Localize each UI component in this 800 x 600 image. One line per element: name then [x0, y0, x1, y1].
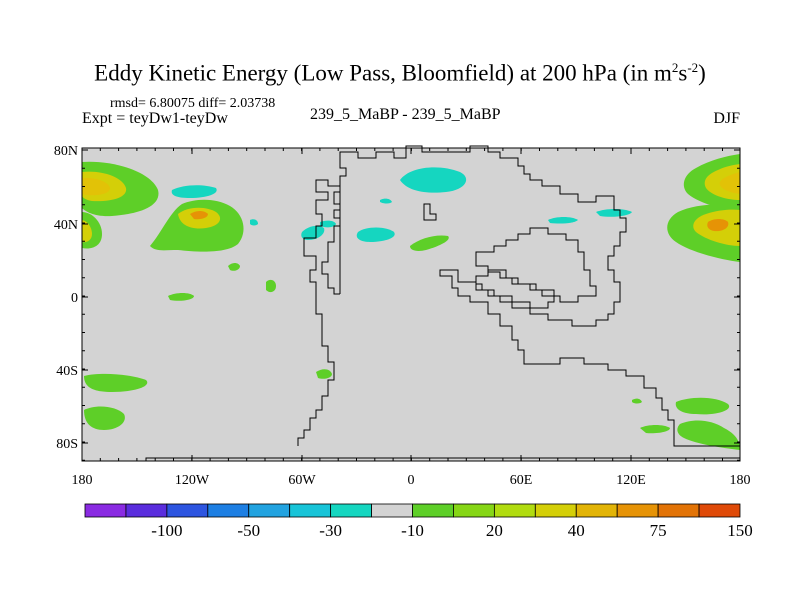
- lon-label: 0: [408, 473, 415, 488]
- colorbar-labels: -100 -50 -30 -10 20 40 75 150: [151, 521, 752, 540]
- map-background: [82, 148, 740, 461]
- contour-se-green-4: [632, 398, 642, 404]
- lon-label: 60E: [510, 473, 533, 488]
- lon-label: 180: [730, 473, 751, 488]
- coastline-basin-inner: [475, 269, 555, 309]
- contour-cyan-4: [301, 225, 325, 240]
- colorbar-swatch: [616, 503, 659, 518]
- contour-pacific-orange: [190, 211, 208, 220]
- colorbar-swatch: [371, 503, 413, 518]
- colorbar-swatch: [125, 503, 168, 518]
- colorbar-swatch: [493, 503, 536, 518]
- contour-se-green-2: [677, 420, 740, 450]
- lon-label: 180: [72, 473, 93, 488]
- contour-se-green-3: [640, 425, 670, 434]
- lon-label: 60W: [288, 473, 316, 488]
- contour-w-yellow: [82, 220, 92, 243]
- lat-label: 0: [71, 291, 78, 306]
- colorbar-swatch: [248, 503, 291, 518]
- contour-cyan-9: [250, 219, 258, 226]
- contour-cyan-8: [548, 217, 578, 224]
- contour-small-2: [266, 279, 276, 293]
- colorbar-swatch: [453, 503, 495, 518]
- experiment-label: Expt = teyDw1-teyDw: [82, 110, 228, 127]
- colorbar: [84, 503, 741, 518]
- colorbar-swatch: [207, 503, 250, 518]
- contour-sw-green-2: [84, 406, 125, 430]
- colorbar-label: 40: [568, 521, 585, 540]
- lat-label: 40S: [56, 364, 78, 379]
- colorbar-label: 75: [650, 521, 667, 540]
- longitude-labels: 180 120W 60W 0 60E 120E 180: [72, 473, 751, 488]
- contour-small-1: [228, 263, 240, 271]
- colorbar-swatch: [330, 503, 372, 518]
- negative-anomaly-areas: [171, 167, 632, 242]
- colorbar-swatch: [166, 503, 209, 518]
- contour-se-green-1: [675, 397, 730, 415]
- contour-cyan-6: [380, 198, 392, 204]
- colorbar-label: 20: [486, 521, 503, 540]
- colorbar-label: 150: [727, 521, 753, 540]
- contour-cyan-1: [171, 185, 217, 198]
- lat-label: 80N: [54, 144, 78, 159]
- case-label: 239_5_MaBP - 239_5_MaBP: [310, 106, 501, 123]
- contour-sw-green-3: [316, 369, 332, 379]
- colorbar-label: -10: [401, 521, 424, 540]
- contour-atl-green: [410, 235, 449, 251]
- coastline-island: [423, 203, 437, 221]
- positive-anomaly-areas: [82, 154, 740, 450]
- contour-small-3: [168, 293, 194, 301]
- contour-cyan-5: [320, 220, 336, 228]
- colorbar-label: -30: [319, 521, 342, 540]
- colorbar-swatch: [534, 503, 577, 518]
- season-label: DJF: [713, 110, 740, 127]
- contour-cyan-3: [356, 227, 395, 242]
- colorbar-swatch: [84, 503, 127, 518]
- coastline-south-strip: [145, 457, 740, 461]
- lon-label: 120W: [175, 473, 210, 488]
- field-contours: [82, 154, 740, 450]
- lat-label: 40N: [54, 218, 78, 233]
- colorbar-swatch: [575, 503, 618, 518]
- contour-cyan-7: [596, 209, 632, 217]
- latitude-labels: 80N 40N 0 40S 80S: [54, 144, 78, 452]
- contour-e-orange: [707, 219, 729, 232]
- colorbar-swatch: [289, 503, 332, 518]
- lat-label: 80S: [56, 437, 78, 452]
- lon-label: 120E: [616, 473, 646, 488]
- contour-ne-core: [719, 172, 740, 194]
- colorbar-label: -100: [151, 521, 182, 540]
- stats-label: rmsd= 6.80075 diff= 2.03738: [110, 96, 276, 111]
- colorbar-swatch: [412, 503, 454, 518]
- contour-cyan-2: [400, 167, 467, 193]
- contour-nw-core: [82, 177, 110, 196]
- colorbar-swatch: [657, 503, 700, 518]
- colorbar-label: -50: [237, 521, 260, 540]
- plot-title: Eddy Kinetic Energy (Low Pass, Bloomfiel…: [94, 60, 706, 86]
- contour-sw-green-1: [84, 373, 148, 392]
- axis-ticks: [81, 148, 741, 461]
- colorbar-swatch: [698, 503, 741, 518]
- coastline-continent-west: [297, 179, 341, 446]
